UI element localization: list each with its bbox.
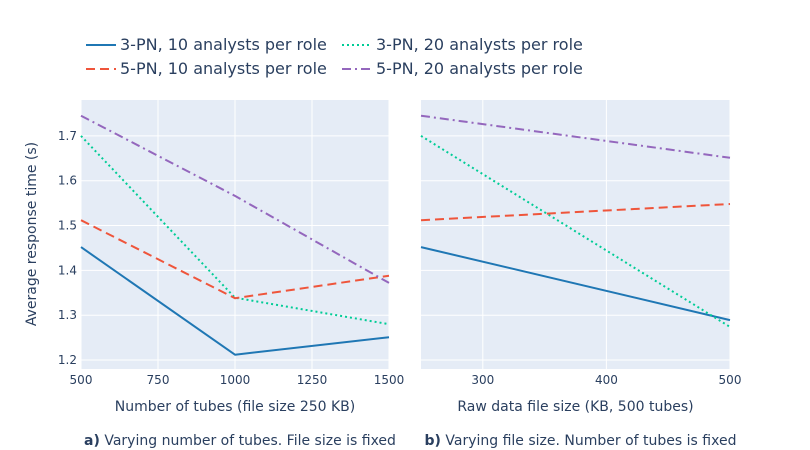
y-tick-label: 1.7 [58,129,77,143]
series-line[interactable] [420,246,731,322]
charts: 500 750 1000 1250 1500 1.2 1.3 1.4 1.5 1.6 1.7 Numb… [58,100,742,449]
legend-label: 3-PN, 10 analysts per role [120,35,327,54]
series-line[interactable] [420,203,731,222]
x-tick-label: 500 [70,373,93,387]
chart-panel-a: 500 750 1000 1250 1500 1.2 1.3 1.4 1.5 1.6 1.7 Numb… [58,100,404,449]
series-line[interactable] [80,219,390,300]
legend-item[interactable]: 3-PN, 10 analysts per role [86,35,327,54]
series-line[interactable] [420,135,731,328]
legend-item[interactable]: 5-PN, 20 analysts per role [342,59,583,78]
y-tick-label: 1.6 [58,174,77,188]
x-tick-label: 1250 [297,373,328,387]
caption-text: Varying file size. Number of tubes is fi… [441,433,737,449]
subplot-caption: a) Varying number of tubes. File size is… [84,433,396,449]
series-line[interactable] [420,114,731,159]
y-tick-label: 1.5 [58,219,77,233]
x-tick-label: 1000 [220,373,251,387]
caption-prefix: a) [84,433,100,449]
caption-text: Varying number of tubes. File size is fi… [100,433,396,449]
legend-label: 5-PN, 10 analysts per role [120,59,327,78]
series-line[interactable] [80,114,390,284]
x-tick-label: 1500 [374,373,405,387]
subplot-caption: b) Varying file size. Number of tubes is… [425,433,737,449]
legend-label: 3-PN, 20 analysts per role [376,35,583,54]
series-line[interactable] [80,246,390,356]
x-tick-label: 300 [471,373,494,387]
chart-panel-b: 300 400 500 Raw data file size (KB, 500 tub… [420,100,742,449]
x-axis-title: Number of tubes (file size 250 KB) [115,399,356,415]
y-tick-label: 1.4 [58,263,77,277]
legend-item[interactable]: 3-PN, 20 analysts per role [342,35,583,54]
y-tick-label: 1.3 [58,308,77,322]
legend-label: 5-PN, 20 analysts per role [376,59,583,78]
plot-area [421,100,730,369]
y-axis-title: Average response time (s) [24,142,40,326]
y-tick-label: 1.2 [58,353,77,367]
x-axis-title: Raw data file size (KB, 500 tubes) [457,399,693,415]
x-tick-label: 400 [595,373,618,387]
x-tick-label: 750 [147,373,170,387]
legend-item[interactable]: 5-PN, 10 analysts per role [86,59,327,78]
x-tick-label: 500 [719,373,742,387]
legend: 3-PN, 10 analysts per role 3-PN, 20 analy… [86,35,583,78]
caption-prefix: b) [425,433,441,449]
